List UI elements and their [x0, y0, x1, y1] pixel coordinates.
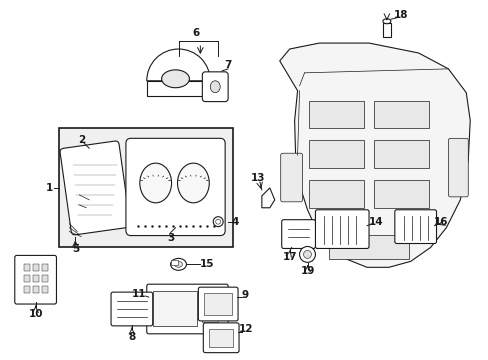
Ellipse shape: [140, 163, 171, 203]
Bar: [309, 220, 364, 247]
Bar: [382, 23, 390, 37]
Text: 3: 3: [166, 233, 174, 243]
FancyBboxPatch shape: [315, 210, 368, 248]
Bar: [24, 275, 30, 282]
Bar: [146, 81, 210, 96]
FancyBboxPatch shape: [394, 210, 436, 243]
Text: 2: 2: [78, 135, 85, 145]
Polygon shape: [262, 188, 274, 208]
Bar: [328, 235, 408, 260]
Bar: [309, 180, 364, 208]
Bar: [24, 264, 30, 271]
Bar: [33, 264, 39, 271]
FancyBboxPatch shape: [198, 287, 238, 321]
Ellipse shape: [382, 19, 390, 24]
Bar: [209, 329, 233, 347]
Text: 5: 5: [72, 244, 79, 255]
Ellipse shape: [177, 163, 209, 203]
FancyBboxPatch shape: [60, 141, 130, 235]
FancyBboxPatch shape: [111, 292, 152, 326]
Bar: [309, 140, 364, 168]
FancyBboxPatch shape: [202, 72, 228, 102]
Text: 10: 10: [28, 309, 43, 319]
Text: 16: 16: [433, 217, 448, 227]
FancyBboxPatch shape: [447, 138, 468, 197]
Bar: [202, 304, 218, 312]
Ellipse shape: [174, 261, 182, 267]
Bar: [202, 314, 218, 322]
Text: 17: 17: [282, 252, 296, 262]
Text: 1: 1: [46, 183, 53, 193]
Bar: [202, 294, 218, 302]
Ellipse shape: [299, 247, 315, 262]
Text: 4: 4: [231, 217, 238, 227]
FancyBboxPatch shape: [146, 284, 228, 334]
Bar: [33, 275, 39, 282]
Ellipse shape: [303, 251, 311, 258]
Ellipse shape: [213, 217, 223, 227]
Text: 14: 14: [368, 217, 383, 227]
Bar: [33, 286, 39, 293]
Bar: [41, 286, 47, 293]
Ellipse shape: [170, 258, 186, 270]
Ellipse shape: [215, 219, 220, 224]
Bar: [170, 260, 177, 265]
Bar: [204, 293, 232, 315]
Text: 13: 13: [250, 173, 264, 183]
Bar: [373, 100, 427, 129]
Text: 9: 9: [241, 290, 248, 300]
Wedge shape: [146, 49, 210, 81]
Bar: [41, 275, 47, 282]
Polygon shape: [279, 43, 469, 267]
Bar: [41, 264, 47, 271]
Bar: [152, 291, 197, 326]
Bar: [60, 129, 233, 247]
Bar: [24, 286, 30, 293]
FancyBboxPatch shape: [203, 323, 239, 353]
Text: 19: 19: [300, 266, 314, 276]
FancyBboxPatch shape: [280, 153, 302, 202]
FancyBboxPatch shape: [126, 138, 224, 235]
Text: 11: 11: [131, 289, 146, 299]
Text: 12: 12: [238, 324, 253, 334]
Text: 6: 6: [192, 28, 200, 38]
Bar: [373, 140, 427, 168]
Ellipse shape: [162, 70, 189, 88]
Bar: [309, 100, 364, 129]
Text: 7: 7: [224, 60, 231, 70]
Text: 15: 15: [200, 259, 214, 269]
FancyBboxPatch shape: [15, 255, 56, 304]
Bar: [373, 180, 427, 208]
FancyBboxPatch shape: [281, 220, 315, 248]
Text: 8: 8: [128, 332, 135, 342]
Text: 18: 18: [393, 10, 407, 20]
Ellipse shape: [210, 81, 220, 93]
